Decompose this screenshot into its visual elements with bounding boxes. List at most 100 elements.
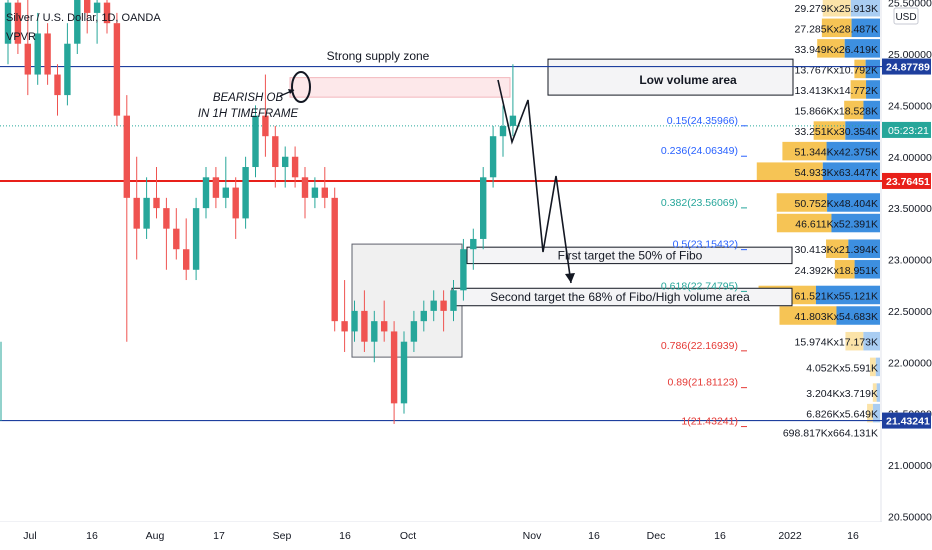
candle-body <box>390 331 398 404</box>
candle-body <box>24 43 31 75</box>
time-axis-tick: 2022 <box>778 530 802 542</box>
time-axis-tick: 16 <box>86 530 98 542</box>
volume-profile-label: 15.974Kx17.173K <box>795 337 879 349</box>
candle-body <box>430 300 437 311</box>
annotations: Strong supply zone BEARISH OB IN 1H TIMEFR… <box>198 49 750 304</box>
fib-level-label: 1(21.43241) <box>681 416 738 428</box>
volume-profile-up-bar <box>844 39 880 58</box>
time-axis: Jul 16 Aug 17 Sep 16 Oct Nov 16 Dec 16 2022 16 <box>0 522 932 550</box>
candle-body <box>74 0 81 44</box>
price-axis-tick: 23.00000 <box>888 255 932 267</box>
volume-profile-down-bar <box>779 306 837 325</box>
candle-body <box>291 156 299 178</box>
volume-profile-label: 24.392Kx18.951K <box>795 265 879 277</box>
price-axis-tick: 22.00000 <box>888 357 932 369</box>
volume-profile-label: 54.933Kx63.447K <box>795 167 879 179</box>
volume-profile-up-bar <box>815 285 880 305</box>
volume-profile-down-bar <box>869 357 876 377</box>
volume-profile-up-bar <box>845 121 880 140</box>
candles <box>4 0 517 424</box>
price-axis-tick: 20.50000 <box>888 511 932 523</box>
candle-body <box>381 321 388 332</box>
bearish-ob-label-line2: IN 1H TIMEFRAME <box>198 108 299 120</box>
volume-profile-up-bar <box>875 357 880 377</box>
consolidation-box <box>351 243 463 358</box>
price-pill-label: 24.87789 <box>886 62 930 74</box>
volume-profile-down-bar <box>756 162 823 181</box>
time-axis-tick: 16 <box>588 530 600 542</box>
indicator-label[interactable]: VPVR <box>6 31 36 43</box>
first-target-label: First target the 50% of Fibo <box>558 248 703 262</box>
candle-body <box>262 115 269 137</box>
price-pill-label: 21.43241 <box>886 416 930 428</box>
price-axis-background <box>882 0 932 522</box>
fib-level-label: 0.15(24.35966) <box>667 115 738 127</box>
candle-body <box>509 115 517 126</box>
price-pill <box>882 58 931 75</box>
volume-profile-label: 4.052Kx5.591K <box>806 362 878 374</box>
volume-profile-label: 33.251Kx30.354K <box>795 126 879 138</box>
candle-body <box>123 115 130 198</box>
volume-profile-down-bar <box>817 39 845 58</box>
candle-body <box>113 23 121 116</box>
volume-profile-label: 13.413Kx14.772K <box>795 85 879 97</box>
volume-profile-label: 15.866Kx18.528K <box>795 106 879 118</box>
volume-profile-down-bar <box>844 100 864 120</box>
time-axis-tick: 17 <box>213 530 225 542</box>
candle-body <box>252 115 259 168</box>
volume-profile-down-bar <box>776 213 832 233</box>
countdown-label: 05:23:21 <box>888 125 929 137</box>
symbol-title[interactable]: Silver / U.S. Dollar, 1D, OANDA <box>6 12 161 24</box>
candle-body <box>331 197 338 322</box>
candle-body <box>450 290 457 311</box>
candle-body <box>410 321 418 342</box>
volume-profile-up-bar <box>836 306 880 325</box>
time-axis-tick: Oct <box>400 530 416 542</box>
time-axis-background <box>0 522 932 550</box>
first-target-box <box>466 246 793 265</box>
time-axis-tick: Dec <box>647 530 666 542</box>
volume-profile-label: 3.204Kx3.719K <box>806 388 878 400</box>
candle-body <box>103 2 111 24</box>
volume-profile-down-bar <box>850 80 867 99</box>
candle-body <box>420 310 427 322</box>
candle-body <box>93 2 101 13</box>
volume-profile-down-bar <box>834 260 855 279</box>
volume-profile-down-bar <box>776 193 828 212</box>
second-target-label: Second target the 68% of Fibo/High volum… <box>490 290 750 304</box>
candle-body <box>222 187 229 198</box>
fib-level-label: 0.89(21.81123) <box>668 377 738 389</box>
candle-body <box>64 43 71 96</box>
candle-body <box>311 187 319 198</box>
fib-level-label: 0.786(22.16939) <box>661 340 738 352</box>
candle-body <box>153 197 160 209</box>
volume-profile-label: 29.279Kx25.913K <box>795 3 879 15</box>
candle-body <box>34 33 41 75</box>
bearish-ob-circle <box>291 71 311 103</box>
candle-body <box>242 167 249 219</box>
volume-profile-up-bar <box>863 100 880 120</box>
fibonacci-levels: 0.15(24.35966) 0.236(24.06349) 0.382(23.56… <box>661 115 747 428</box>
volume-profile-label: 41.803Kx54.683K <box>795 311 879 323</box>
volume-profile-up-bar <box>850 0 880 17</box>
volume-profile-down-bar <box>854 59 866 79</box>
volume-profile-up-bar <box>854 260 880 279</box>
fib-level-label: 0.618(22.74795) <box>661 280 738 292</box>
supply-zone-label: Strong supply zone <box>327 49 430 63</box>
volume-profile-down-bar <box>821 18 852 38</box>
candle-body <box>183 249 190 270</box>
volume-profile-label: 50.752Kx48.404K <box>795 198 879 210</box>
horizontal-lines <box>0 65 882 422</box>
projected-path <box>497 79 572 284</box>
candle-body <box>460 249 467 291</box>
candle-body <box>163 208 170 229</box>
volume-profile-up-bar <box>848 239 880 258</box>
candle-body <box>44 33 51 75</box>
volume-profile-down-bar <box>782 141 827 161</box>
low-volume-box <box>547 58 794 96</box>
candle-body <box>272 136 279 168</box>
volume-profile-total: 698.817Kx664.131K <box>783 428 878 440</box>
volume-profile-up-bar <box>865 59 880 79</box>
volume-profile-label: 46.611Kx52.391K <box>795 219 878 231</box>
